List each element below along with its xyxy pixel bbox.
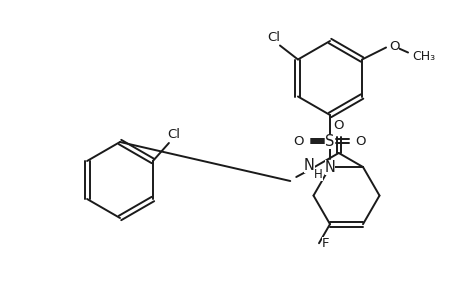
Text: N: N: [303, 158, 314, 172]
Text: O: O: [293, 134, 303, 148]
Text: CH₃: CH₃: [412, 50, 435, 63]
Text: S: S: [325, 134, 334, 148]
Text: F: F: [322, 237, 329, 250]
Text: H: H: [313, 167, 322, 181]
Text: O: O: [333, 118, 343, 131]
Text: Cl: Cl: [167, 128, 180, 140]
Text: O: O: [355, 134, 365, 148]
Text: O: O: [388, 40, 398, 53]
Text: Cl: Cl: [267, 31, 280, 44]
Text: N: N: [324, 160, 335, 175]
